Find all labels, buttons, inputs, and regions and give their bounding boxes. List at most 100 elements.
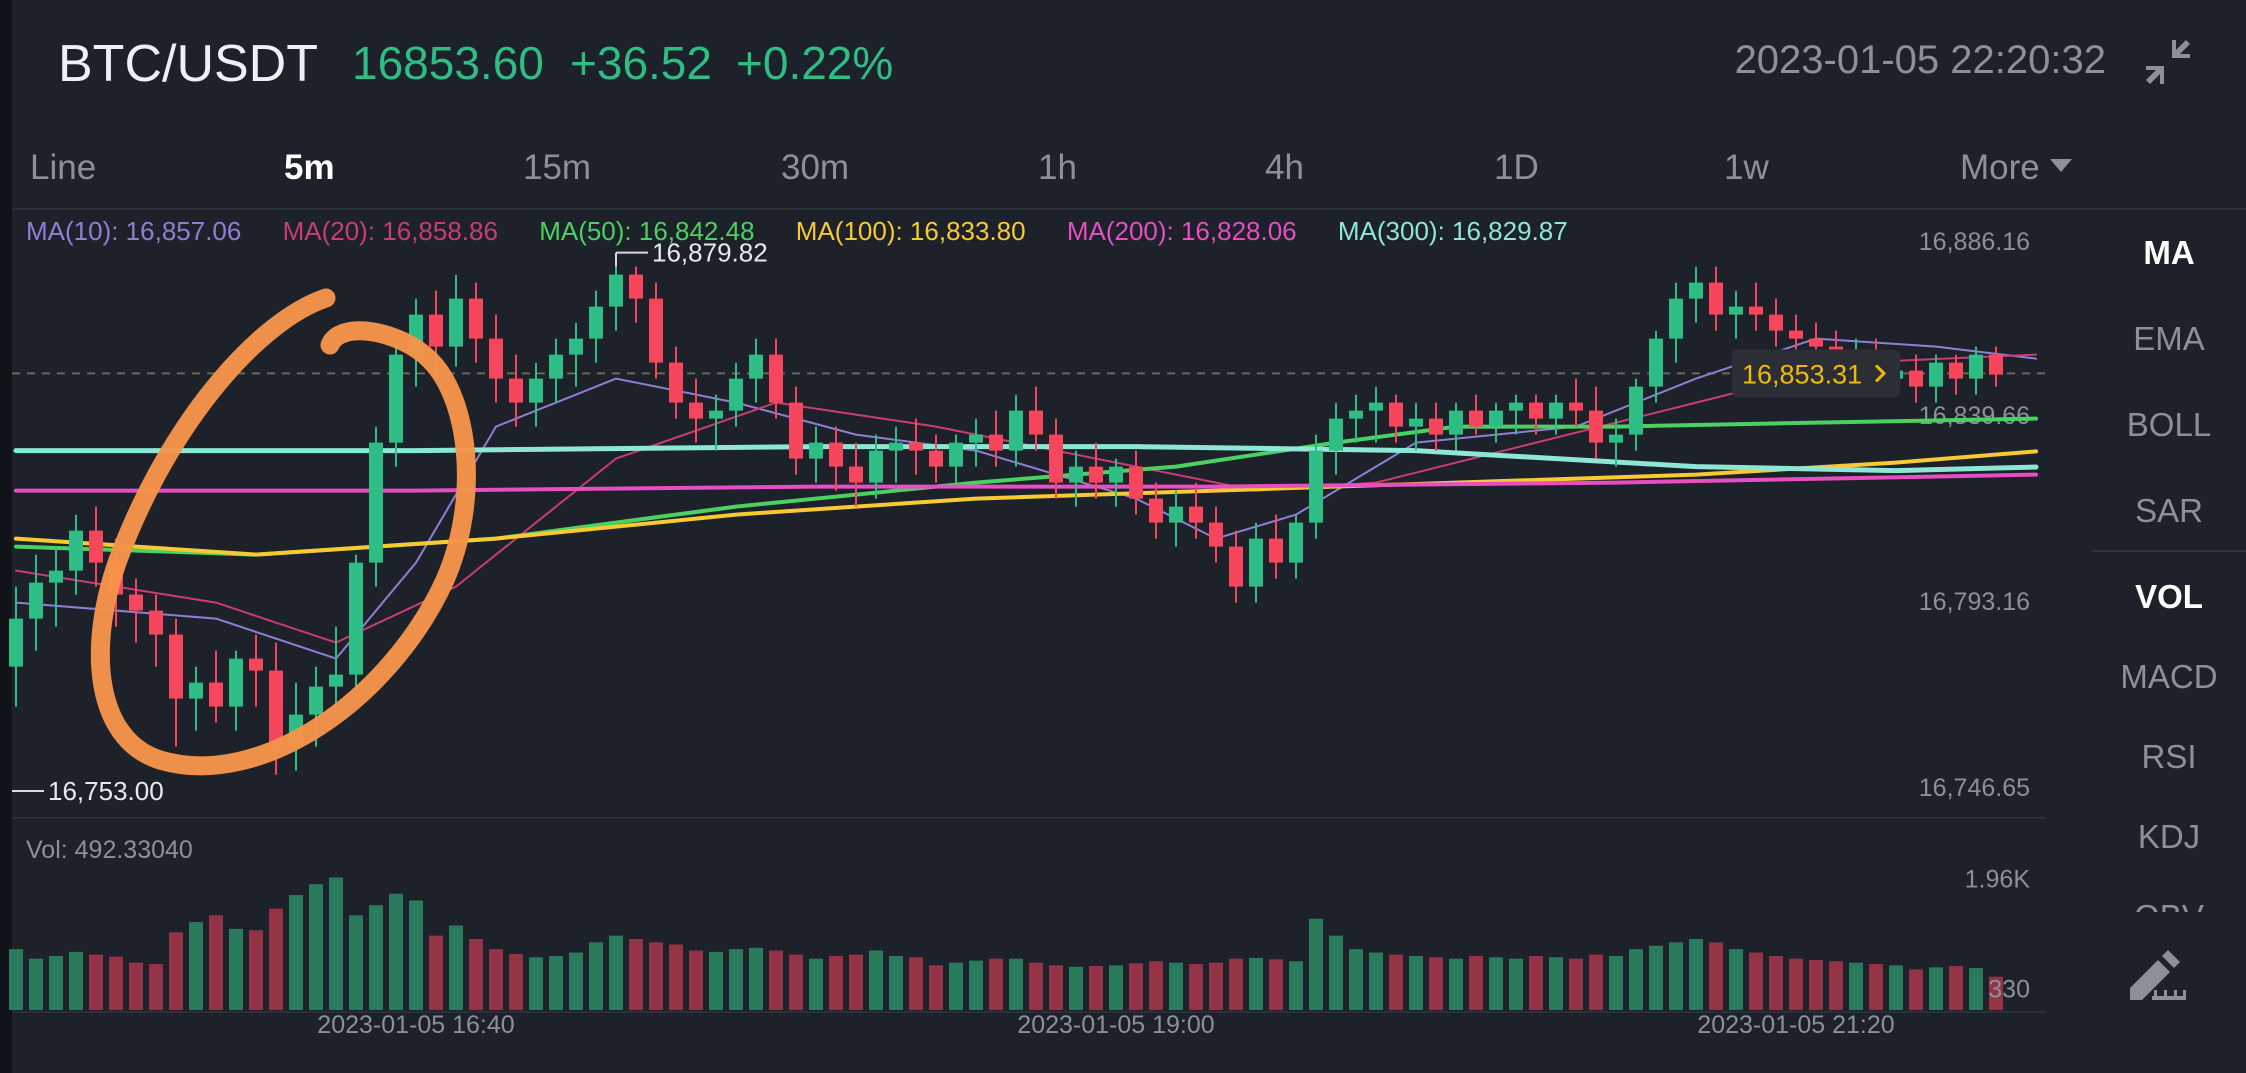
candle [589,290,603,363]
candle-body [689,402,703,419]
candle-body [1189,506,1203,523]
volume-bar [629,939,643,1010]
tab-5m[interactable]: 5m [284,148,335,187]
candle-body [1809,338,1823,347]
volume-bar [1669,942,1683,1010]
volume-bar [1909,969,1923,1010]
candle [1389,394,1403,443]
candle [809,426,823,483]
volume-bar [129,962,143,1010]
price-tick-label: 16,839.66 [1919,402,2030,430]
tab-1d[interactable]: 1D [1494,148,1539,187]
tab-1h[interactable]: 1h [1038,148,1077,187]
indicator-rsi[interactable]: RSI [2141,738,2197,775]
ma-legend: MA(10): 16,857.06 MA(20): 16,858.86 MA(5… [26,216,1602,252]
volume-bar [1309,918,1323,1010]
volume-bar [1989,976,2003,1010]
volume-bar [329,877,343,1010]
price-tick-label: 16,886.16 [1919,228,2030,256]
indicator-ma[interactable]: MA [2143,234,2195,271]
tab-more[interactable]: More [1960,148,2072,188]
volume-bar [769,950,783,1010]
tab-1w[interactable]: 1w [1724,148,1769,187]
candle-body [209,682,223,707]
candle [1629,378,1643,451]
volume-bar [49,955,63,1010]
volume-bar [749,947,763,1010]
indicator-ema[interactable]: EMA [2133,320,2205,357]
volume-bar [1129,963,1143,1010]
candle-body [1489,410,1503,427]
indicator-obv[interactable]: OBV [2092,898,2246,912]
volume-bar [849,954,863,1010]
volume-bar [1289,961,1303,1010]
volume-bar [1189,964,1203,1010]
candle-body [789,402,803,459]
volume-bar [69,951,83,1010]
tab-4h[interactable]: 4h [1265,148,1304,187]
candle-body [729,378,743,411]
candle-body [269,670,283,747]
candle-body [1049,434,1063,483]
time-tick-label: 2023-01-05 19:00 [1017,1011,1214,1039]
volume-bar [1349,949,1363,1010]
volume-bar [1849,962,1863,1010]
tab-15m[interactable]: 15m [523,148,592,187]
time-tick-label: 2023-01-05 16:40 [317,1011,514,1039]
candle-body [1929,362,1943,387]
volume-bar [1409,955,1423,1010]
volume-bar [1009,958,1023,1010]
candle [169,618,183,747]
candle-body [469,298,483,339]
candle [529,362,543,427]
volume-bar [349,915,363,1010]
indicator-sar[interactable]: SAR [2135,492,2203,529]
candle [829,426,843,491]
volume-bar [389,893,403,1010]
candle-body [1009,410,1023,451]
candle-body [1389,402,1403,427]
volume-bar [1209,962,1223,1010]
tab-30m[interactable]: 30m [781,148,850,187]
current-datetime: 2023-01-05 22:20:32 [1734,38,2106,82]
volume-bar [809,958,823,1010]
volume-bar [929,965,943,1010]
candle [1009,394,1023,467]
candle [1509,394,1523,435]
volume-bar [209,915,223,1010]
candle [469,282,483,363]
candle-body [309,686,323,715]
volume-bar [1869,964,1883,1010]
indicator-vol[interactable]: VOL [2135,578,2203,615]
candle [1309,434,1323,539]
candle [1329,402,1343,475]
volume-bar [1549,957,1563,1010]
volume-bar [89,954,103,1010]
candle [989,410,1003,467]
candle [869,434,883,499]
candle [1709,266,1723,331]
indicator-boll[interactable]: BOLL [2126,406,2212,443]
candle-body [1609,434,1623,443]
tab-line[interactable]: Line [30,148,97,187]
candle [1429,402,1443,451]
candle [1149,482,1163,539]
legend-ma100: MA(100): 16,833.80 [795,216,1026,246]
pair-symbol[interactable]: BTC/USDT [58,35,318,93]
candle-body [869,450,883,483]
indicator-kdj[interactable]: KDJ [2137,818,2201,855]
price-tick-label: 16,746.65 [1919,774,2030,802]
volume-tick-label: 1.96K [1965,865,2031,893]
indicator-macd[interactable]: MACD [2120,658,2218,695]
candle [1269,514,1283,579]
candle-body [989,434,1003,451]
volume-bar [369,905,383,1010]
pencil-ruler-icon[interactable] [2124,944,2190,1004]
candle [629,266,643,323]
candle [549,338,563,403]
volume-bar [609,935,623,1010]
candle-body [1569,402,1583,411]
candle [1249,522,1263,603]
candlestick-chart[interactable]: 16,886.16 16,839.66 16,793.16 16,746.65 16,8… [0,0,2090,1073]
collapse-arrows-icon[interactable] [2142,36,2194,88]
